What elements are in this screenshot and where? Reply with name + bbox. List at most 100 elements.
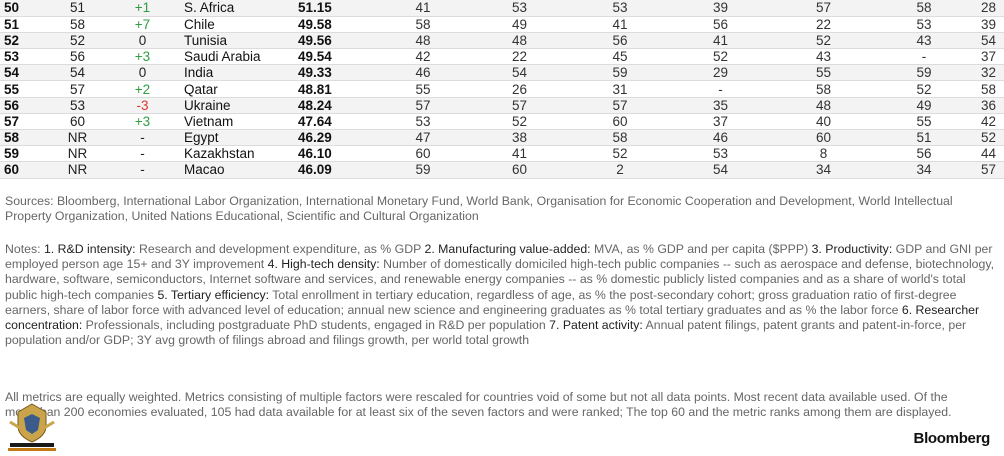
metric-5-rank-cell: 57 xyxy=(772,0,875,17)
metric-6-rank-cell: 59 xyxy=(875,64,973,82)
rank-cell: 51 xyxy=(0,16,50,33)
note-description: Total enrollment in tertiary education, … xyxy=(5,287,957,317)
metric-3-rank-cell: 53 xyxy=(571,0,669,17)
metric-7-rank-cell: 42 xyxy=(973,113,1004,131)
metric-1-rank-cell: 53 xyxy=(378,113,468,131)
table-row: 51 58 +7 Chile 49.58 58 49 41 56 22 53 39 xyxy=(0,16,1004,33)
table-row: 55 57 +2 Qatar 48.81 55 26 31-58 52 58 xyxy=(0,80,1004,98)
metric-6-rank-cell: 52 xyxy=(875,80,973,98)
notes-text: Notes: 1. R&D intensity: Research and de… xyxy=(5,242,997,348)
rank-change-cell: +3 xyxy=(105,113,180,131)
metric-7-rank-cell: 54 xyxy=(973,32,1004,50)
table-row: 59 NR - Kazakhstan 46.10 60 41 52 53 8 56 44 xyxy=(0,145,1004,163)
table-row: 50 51 +1 S. Africa 51.15 41 53 53 39 57 58 28 xyxy=(0,0,1004,17)
metric-3-rank-cell: 31 xyxy=(571,80,669,98)
note-description: Annual patent filings, patent grants and… xyxy=(5,318,967,348)
metric-7-rank-cell: 37 xyxy=(973,48,1004,66)
metric-1-rank-cell: 48 xyxy=(378,32,468,50)
rank-change-cell: +2 xyxy=(105,80,180,98)
total-score-cell: 49.33 xyxy=(298,64,378,82)
metric-4-rank-cell: 46 xyxy=(669,129,772,147)
metric-3-rank-cell: 45 xyxy=(571,48,669,66)
metric-3-rank-cell: 52 xyxy=(571,145,669,163)
table-row: 57 60 +3 Vietnam 47.64 53 52 60 37 40 55 42 xyxy=(0,113,1004,131)
rank-change-cell: +3 xyxy=(105,48,180,66)
country-cell: Kazakhstan xyxy=(180,145,298,163)
metric-3-rank-cell: 41 xyxy=(571,16,669,33)
total-score-cell: 49.54 xyxy=(298,48,378,66)
table-row: 60 NR - Macao 46.09 59 60 2 54 34 34 57 xyxy=(0,161,1004,179)
previous-rank-cell: 54 xyxy=(50,64,105,82)
rank-cell: 60 xyxy=(0,161,50,179)
note-description: Research and development expenditure, as… xyxy=(135,242,425,256)
previous-rank-cell: 58 xyxy=(50,16,105,33)
country-cell: Ukraine xyxy=(180,97,298,114)
metric-7-rank-cell: 36 xyxy=(973,97,1004,114)
metric-7-rank-cell: 52 xyxy=(973,129,1004,147)
note-term: 2. Manufacturing value-added: xyxy=(424,242,591,256)
country-cell: Tunisia xyxy=(180,32,298,50)
rankings-table: 50 51 +1 S. Africa 51.15 41 53 53 39 57 58 28 51 58 +7… xyxy=(0,0,1004,179)
total-score-cell: 51.15 xyxy=(298,0,378,17)
total-score-cell: 46.10 xyxy=(298,145,378,163)
rank-change-cell: 0 xyxy=(105,32,180,50)
notes-prefix: Notes: xyxy=(5,242,44,256)
country-cell: Macao xyxy=(180,161,298,179)
methodology-text: All metrics are equally weighted. Metric… xyxy=(5,390,952,420)
metric-1-rank-cell: 57 xyxy=(378,97,468,114)
metric-3-rank-cell: 58 xyxy=(571,129,669,147)
rank-change-cell: - xyxy=(105,145,180,163)
metric-4-rank-cell: 54 xyxy=(669,161,772,179)
metric-6-rank-cell: 58 xyxy=(875,0,973,17)
note-term: 7. Patent activity: xyxy=(549,318,643,333)
sources-text: Sources: Bloomberg, International Labor … xyxy=(5,194,953,224)
metric-5-rank-cell: 48 xyxy=(772,97,875,114)
metric-7-rank-cell: 28 xyxy=(973,0,1004,17)
metric-4-rank-cell: 35 xyxy=(669,97,772,114)
table-row: 58 NR - Egypt 46.29 47 38 58 46 60 51 52 xyxy=(0,129,1004,147)
country-cell: Chile xyxy=(180,16,298,33)
total-score-cell: 48.24 xyxy=(298,97,378,114)
note-description: Number of domestically domiciled high-te… xyxy=(5,257,995,302)
metric-5-rank-cell: 55 xyxy=(772,64,875,82)
total-score-cell: 49.56 xyxy=(298,32,378,50)
metric-4-rank-cell: 56 xyxy=(669,16,772,33)
rank-change-cell: +1 xyxy=(105,0,180,17)
metric-7-rank-cell: 39 xyxy=(973,16,1004,33)
note-term: 6. Researcher concentration: xyxy=(5,302,980,333)
previous-rank-cell: 60 xyxy=(50,113,105,131)
metric-6-rank-cell: 51 xyxy=(875,129,973,147)
rank-cell: 50 xyxy=(0,0,50,17)
note-term: 4. High-tech density: xyxy=(267,257,380,272)
metric-6-rank-cell: 49 xyxy=(875,97,973,114)
total-score-cell: 46.09 xyxy=(298,161,378,179)
metric-7-rank-cell: 58 xyxy=(973,80,1004,98)
metric-5-rank-cell: 40 xyxy=(772,113,875,131)
metric-5-rank-cell: 22 xyxy=(772,16,875,33)
total-score-cell: 48.81 xyxy=(298,80,378,98)
metric-1-rank-cell: 59 xyxy=(378,161,468,179)
rank-change-cell: - xyxy=(105,129,180,147)
metric-4-rank-cell: 53 xyxy=(669,145,772,163)
country-cell: Vietnam xyxy=(180,113,298,131)
table-row: 56 53 -3 Ukraine 48.24 57 57 57 35 48 49 36 xyxy=(0,97,1004,114)
metric-1-rank-cell: 42 xyxy=(378,48,468,66)
table-row: 53 56 +3 Saudi Arabia 49.54 42 22 45 52 43-37 xyxy=(0,48,1004,66)
metric-5-rank-cell: 60 xyxy=(772,129,875,147)
metric-5-rank-cell: 52 xyxy=(772,32,875,50)
metric-1-rank-cell: 46 xyxy=(378,64,468,82)
metric-2-rank-cell: 48 xyxy=(468,32,571,50)
previous-rank-cell: 57 xyxy=(50,80,105,98)
rank-cell: 55 xyxy=(0,80,50,98)
metric-4-rank-cell: 41 xyxy=(669,32,772,50)
metric-2-rank-cell: 53 xyxy=(468,0,571,17)
note-description: Professionals, including postgraduate Ph… xyxy=(82,318,550,333)
rank-change-cell: - xyxy=(105,161,180,179)
metric-4-rank-cell: - xyxy=(669,80,772,98)
metric-1-rank-cell: 55 xyxy=(378,80,468,98)
metric-2-rank-cell: 49 xyxy=(468,16,571,33)
total-score-cell: 46.29 xyxy=(298,129,378,147)
metric-3-rank-cell: 2 xyxy=(571,161,669,179)
metric-6-rank-cell: 53 xyxy=(875,16,973,33)
bloomberg-wordmark: Bloomberg xyxy=(913,430,991,447)
